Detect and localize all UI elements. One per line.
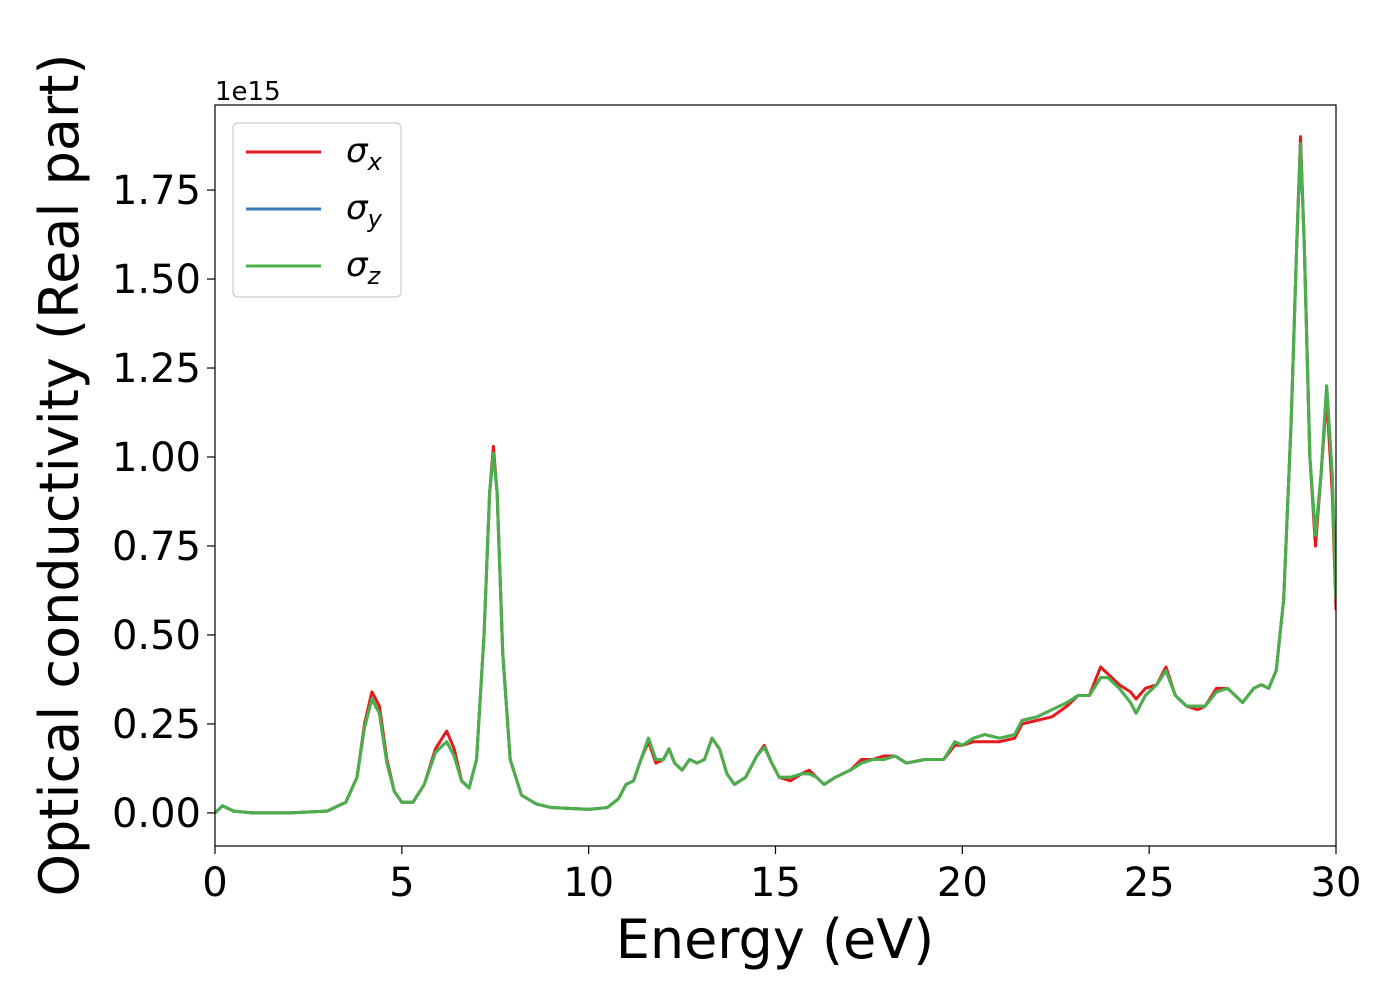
y-tick-label: 1.50 [112,257,201,303]
y-tick-label: 1.75 [112,168,201,214]
x-tick-label: 30 [1311,860,1362,906]
series-line [215,142,1336,815]
x-tick-label: 10 [563,860,614,906]
legend-label: σy [346,188,383,233]
x-tick-label: 0 [202,860,227,906]
legend: σx σy σz [232,122,402,298]
y-axis-label: Optical conductivity (Real part) [28,54,91,897]
y-tick-label: 1.00 [112,435,201,481]
x-axis-label: Energy (eV) [616,908,935,971]
x-tick-label: 15 [750,860,801,906]
y-tick-label: 1.25 [112,346,201,392]
y-tick-label: 0.50 [112,613,201,659]
offset-label: 1e15 [215,77,281,107]
legend-label: σx [346,131,383,176]
x-tick-label: 20 [937,860,988,906]
y-tick-label: 0.00 [112,791,201,837]
plot-lines [215,135,1336,815]
y-tick-label: 0.25 [112,702,201,748]
x-tick-label: 25 [1124,860,1175,906]
y-tick-label: 0.75 [112,524,201,570]
plot-frame [214,104,1337,847]
x-tick-label: 5 [389,860,414,906]
legend-label: σz [346,245,382,290]
